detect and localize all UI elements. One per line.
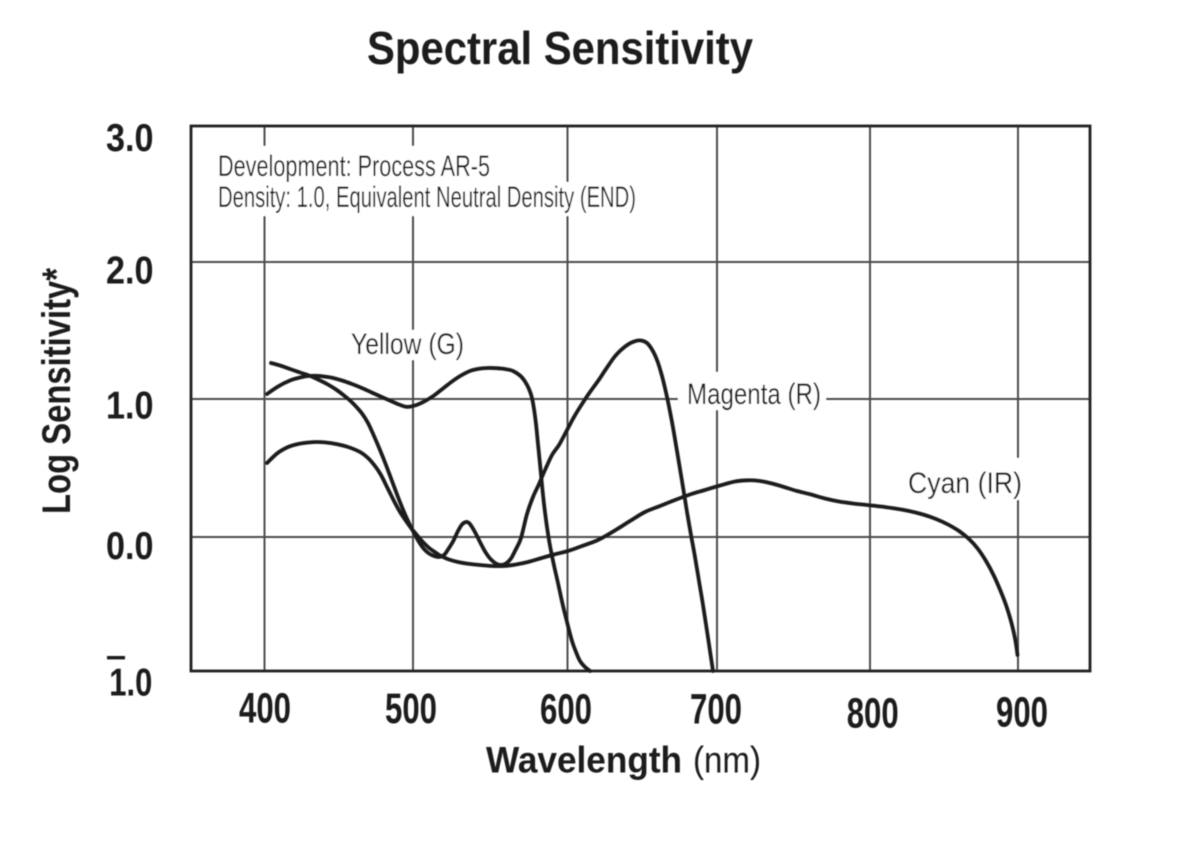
svg-text:3.0: 3.0 <box>106 117 154 160</box>
svg-text:0.0: 0.0 <box>106 525 154 568</box>
svg-text:1.0: 1.0 <box>109 662 152 705</box>
svg-text:Log Sensitivity*: Log Sensitivity* <box>35 268 79 514</box>
svg-text:Density: 1.0, Equivalent Neutr: Density: 1.0, Equivalent Neutral Density… <box>218 181 636 214</box>
svg-text:Yellow (G): Yellow (G) <box>351 328 464 361</box>
svg-text:Magenta (R): Magenta (R) <box>687 378 821 411</box>
svg-text:Cyan (IR): Cyan (IR) <box>908 467 1022 500</box>
svg-text:Wavelength(nm): Wavelength (nm) <box>486 740 761 781</box>
svg-text:Spectral Sensitivity: Spectral Sensitivity <box>367 22 753 74</box>
svg-text:1.0: 1.0 <box>106 385 154 428</box>
svg-text:Development: Process AR-5: Development: Process AR-5 <box>218 150 490 183</box>
svg-text:600: 600 <box>540 686 592 734</box>
svg-text:800: 800 <box>847 690 899 738</box>
svg-text:500: 500 <box>385 685 437 733</box>
svg-text:900: 900 <box>996 689 1048 737</box>
svg-text:2.0: 2.0 <box>106 250 154 293</box>
svg-text:700: 700 <box>690 686 742 734</box>
svg-text:400: 400 <box>239 685 291 733</box>
